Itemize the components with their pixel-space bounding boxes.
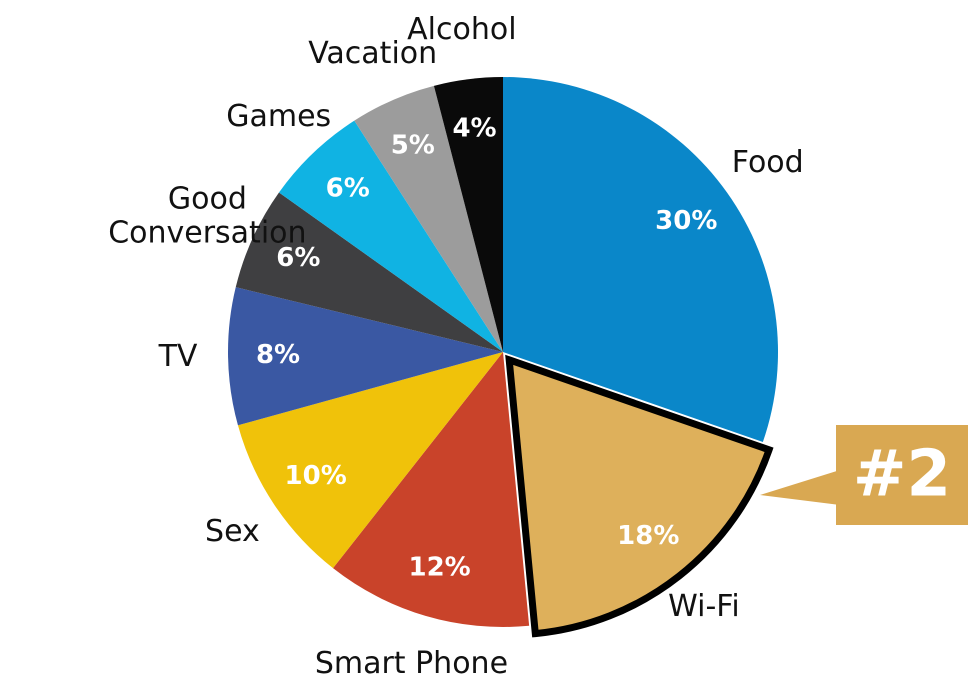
value-label: 30% xyxy=(655,206,717,236)
pie-slice xyxy=(333,352,530,627)
pie-slice xyxy=(505,354,774,638)
slice-label: Alcohol xyxy=(407,11,517,47)
slice-label: Sex xyxy=(205,513,260,549)
pie-slice xyxy=(228,287,503,426)
slice-label: Smart Phone xyxy=(314,645,509,678)
value-label: 6% xyxy=(326,174,370,204)
value-label: 6% xyxy=(276,243,320,273)
slice-label: Food xyxy=(731,145,804,181)
value-label: 18% xyxy=(617,521,679,551)
slice-label: Games xyxy=(226,98,332,134)
value-label: 8% xyxy=(256,340,300,370)
slice-label: Good Conversation xyxy=(108,181,307,251)
callout-pointer xyxy=(760,470,840,505)
value-label: 10% xyxy=(285,461,347,491)
slice-label: Vacation xyxy=(308,36,438,71)
value-label: 5% xyxy=(391,130,435,160)
pie-slice xyxy=(433,77,503,352)
slice-label: TV xyxy=(158,338,198,374)
pie-slice xyxy=(278,120,503,353)
slice-label: Wi-Fi xyxy=(668,589,740,625)
callout-text: #2 xyxy=(853,438,951,512)
pie-slice xyxy=(237,352,503,569)
value-label: 12% xyxy=(408,552,470,582)
callout-box xyxy=(836,425,968,525)
pie-slice xyxy=(235,192,503,352)
pie-slice xyxy=(503,77,779,442)
value-label: 4% xyxy=(452,113,496,143)
pie-slice xyxy=(354,85,503,352)
